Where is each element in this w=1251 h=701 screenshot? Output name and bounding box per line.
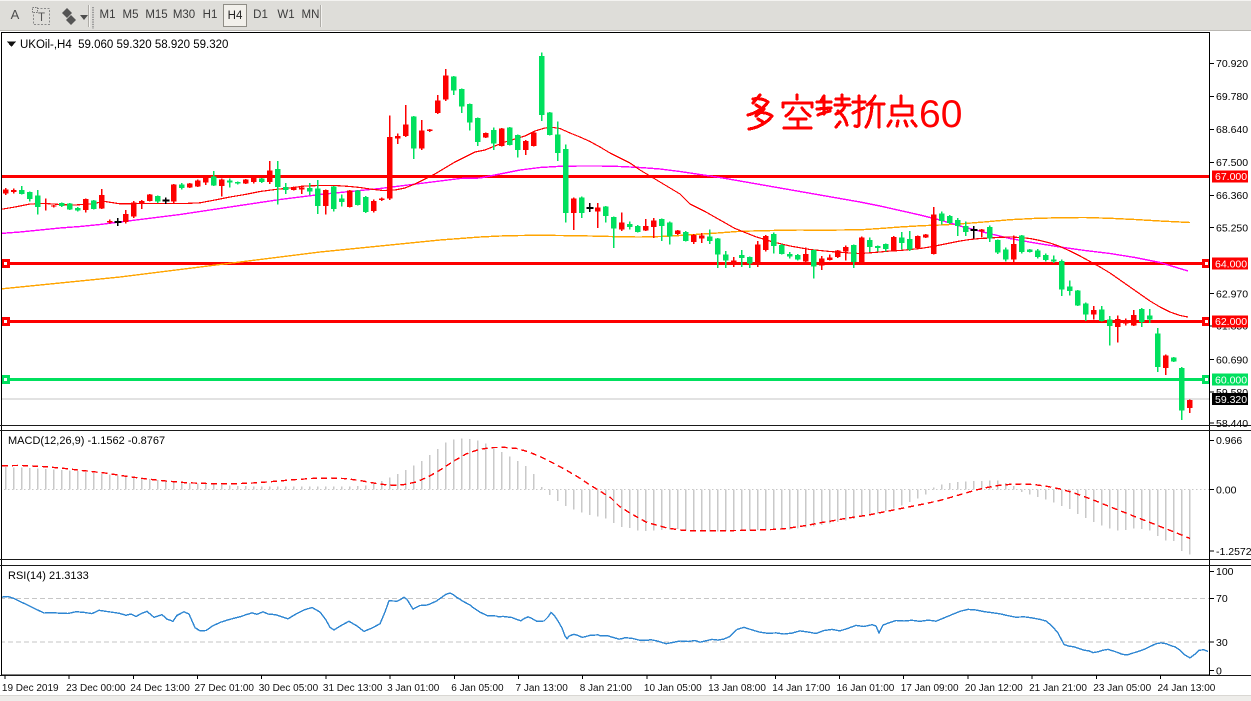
svg-text:30: 30 xyxy=(1216,637,1228,649)
svg-text:67.000: 67.000 xyxy=(1215,171,1247,183)
svg-text:3 Jan 01:00: 3 Jan 01:00 xyxy=(387,683,440,694)
svg-text:13 Jan 08:00: 13 Jan 08:00 xyxy=(708,683,766,694)
svg-text:62.970: 62.970 xyxy=(1216,288,1248,300)
svg-text:17 Jan 09:00: 17 Jan 09:00 xyxy=(901,683,959,694)
svg-text:64.000: 64.000 xyxy=(1215,259,1247,271)
svg-text:69.780: 69.780 xyxy=(1216,91,1248,103)
svg-text:67.500: 67.500 xyxy=(1216,157,1248,169)
svg-text:16 Jan 01:00: 16 Jan 01:00 xyxy=(837,683,895,694)
svg-text:24 Jan 13:00: 24 Jan 13:00 xyxy=(1158,683,1216,694)
svg-text:60: 60 xyxy=(919,93,962,136)
svg-text:8 Jan 21:00: 8 Jan 21:00 xyxy=(580,683,633,694)
svg-text:MACD(12,26,9) -1.1562 -0.8767: MACD(12,26,9) -1.1562 -0.8767 xyxy=(8,435,165,447)
svg-text:7 Jan 13:00: 7 Jan 13:00 xyxy=(516,683,569,694)
svg-text:62.000: 62.000 xyxy=(1215,316,1247,328)
svg-text:20 Jan 12:00: 20 Jan 12:00 xyxy=(965,683,1023,694)
svg-text:UKOil-,H4 59.060 59.320 58.92: UKOil-,H4 59.060 59.320 58.920 59.320 xyxy=(20,39,228,51)
svg-text:RSI(14) 21.3133: RSI(14) 21.3133 xyxy=(8,570,89,582)
svg-text:60.690: 60.690 xyxy=(1216,354,1248,366)
svg-text:-1.2572: -1.2572 xyxy=(1216,546,1251,558)
svg-text:23 Jan 05:00: 23 Jan 05:00 xyxy=(1093,683,1151,694)
svg-text:19 Dec 2019: 19 Dec 2019 xyxy=(2,683,59,694)
svg-text:66.360: 66.360 xyxy=(1216,190,1248,202)
svg-text:58.440: 58.440 xyxy=(1216,418,1248,430)
svg-text:31 Dec 13:00: 31 Dec 13:00 xyxy=(323,683,383,694)
svg-text:68.640: 68.640 xyxy=(1216,124,1248,136)
svg-text:59.320: 59.320 xyxy=(1215,394,1247,406)
svg-text:27 Dec 01:00: 27 Dec 01:00 xyxy=(195,683,255,694)
svg-text:30 Dec 05:00: 30 Dec 05:00 xyxy=(259,683,319,694)
svg-text:60.000: 60.000 xyxy=(1215,374,1247,386)
svg-text:6 Jan 05:00: 6 Jan 05:00 xyxy=(451,683,504,694)
svg-text:24 Dec 13:00: 24 Dec 13:00 xyxy=(130,683,190,694)
svg-text:65.250: 65.250 xyxy=(1216,222,1248,234)
svg-text:0: 0 xyxy=(1216,665,1222,677)
svg-text:23 Dec 00:00: 23 Dec 00:00 xyxy=(66,683,126,694)
svg-text:T: T xyxy=(38,12,45,24)
svg-text:21 Jan 21:00: 21 Jan 21:00 xyxy=(1029,683,1087,694)
svg-text:14 Jan 17:00: 14 Jan 17:00 xyxy=(772,683,830,694)
svg-text:70.920: 70.920 xyxy=(1216,58,1248,70)
svg-text:10 Jan 05:00: 10 Jan 05:00 xyxy=(644,683,702,694)
svg-text:100: 100 xyxy=(1216,566,1234,578)
svg-text:0.966: 0.966 xyxy=(1216,435,1242,447)
svg-text:0.00: 0.00 xyxy=(1216,484,1237,496)
svg-text:70: 70 xyxy=(1216,593,1228,605)
